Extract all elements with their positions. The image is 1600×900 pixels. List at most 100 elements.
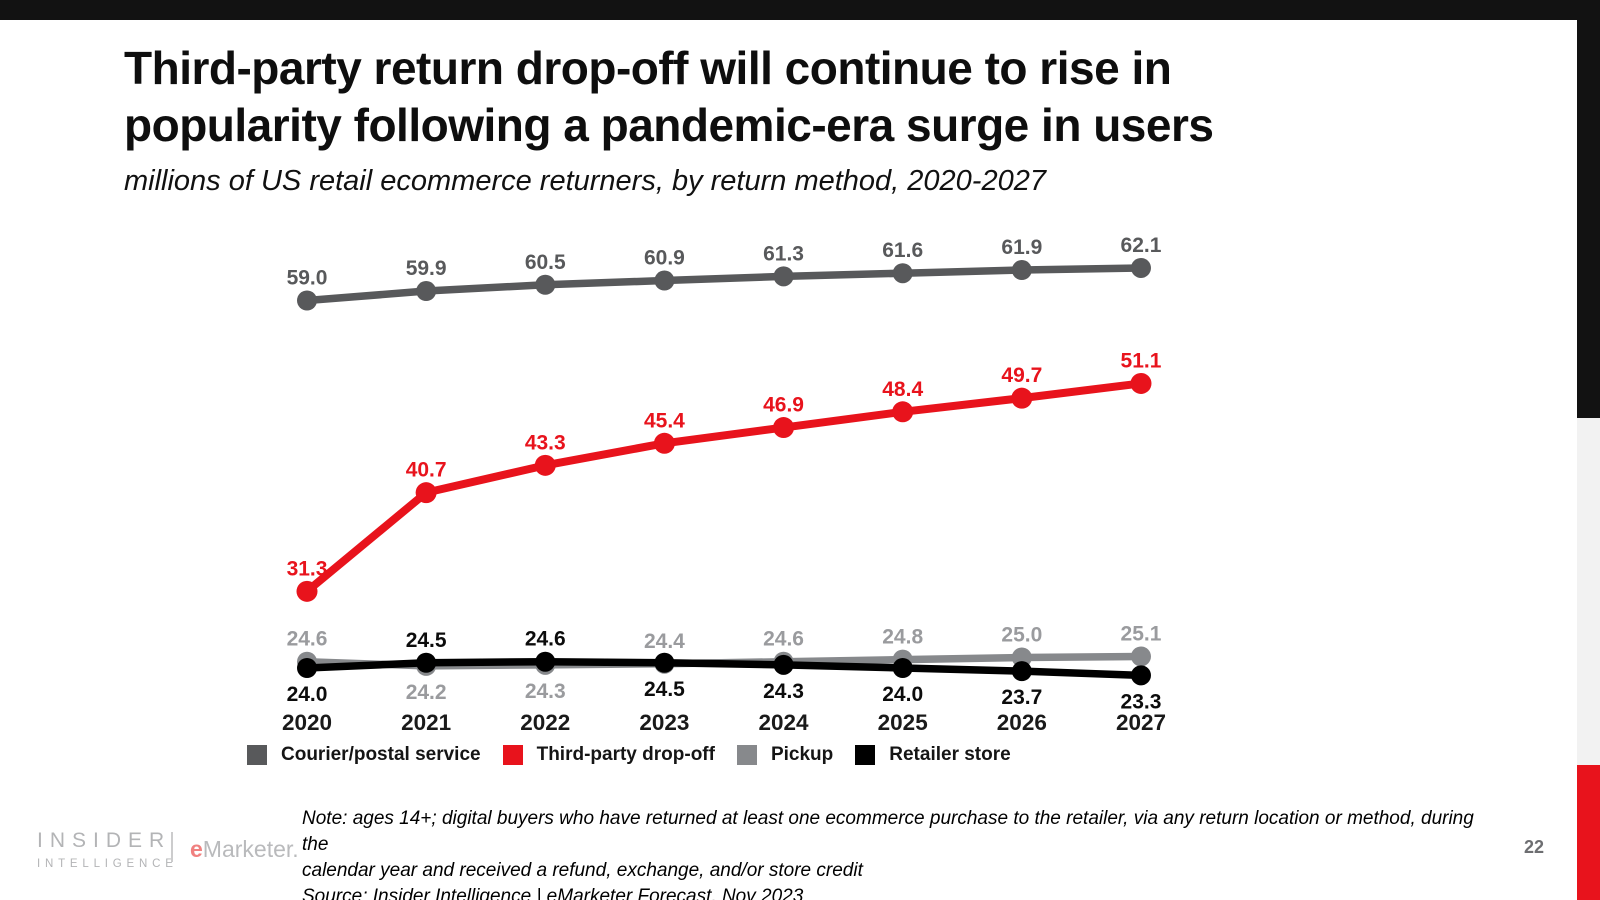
x-tick-label: 2025 bbox=[878, 710, 928, 735]
data-label-pickup: 24.3 bbox=[525, 680, 566, 703]
data-label-pickup: 24.4 bbox=[644, 630, 685, 653]
data-point-retailer-store bbox=[1130, 665, 1151, 686]
data-label-courier-postal-service: 60.5 bbox=[525, 251, 566, 274]
data-point-third-party-drop-off bbox=[1130, 372, 1152, 394]
emarketer-logo: eMarketer. bbox=[190, 836, 299, 863]
data-label-courier-postal-service: 59.0 bbox=[287, 267, 328, 290]
data-label-retailer-store: 23.3 bbox=[1121, 690, 1162, 713]
emarketer-logo-rest: Marketer. bbox=[202, 836, 299, 862]
legend-swatch-pickup bbox=[736, 745, 757, 765]
insider-intelligence-logo: INSIDER INTELLIGENCE bbox=[37, 829, 178, 870]
data-point-retailer-store bbox=[297, 658, 317, 678]
data-label-third-party-drop-off: 46.9 bbox=[763, 394, 804, 417]
data-point-retailer-store bbox=[1011, 661, 1032, 682]
data-point-third-party-drop-off bbox=[534, 454, 556, 476]
data-label-third-party-drop-off: 43.3 bbox=[525, 431, 566, 454]
data-point-courier-postal-service bbox=[535, 274, 556, 295]
x-tick-label: 2026 bbox=[997, 710, 1047, 735]
data-label-pickup: 25.1 bbox=[1121, 622, 1162, 645]
data-label-retailer-store: 24.5 bbox=[406, 629, 447, 652]
data-point-retailer-store bbox=[654, 652, 675, 673]
x-tick-label: 2027 bbox=[1116, 710, 1166, 735]
logo-intelligence-text: INTELLIGENCE bbox=[37, 858, 178, 870]
legend-label-pickup: Pickup bbox=[770, 744, 834, 765]
data-point-courier-postal-service bbox=[773, 266, 794, 287]
data-label-retailer-store: 24.0 bbox=[287, 683, 328, 706]
x-tick-label: 2020 bbox=[282, 710, 332, 735]
data-label-pickup: 24.2 bbox=[406, 681, 447, 704]
data-point-retailer-store bbox=[535, 651, 556, 672]
data-point-courier-postal-service bbox=[297, 290, 317, 311]
logo-insider-text: INSIDER bbox=[37, 829, 172, 852]
x-tick-label: 2022 bbox=[520, 710, 570, 735]
data-label-retailer-store: 24.5 bbox=[644, 678, 685, 701]
data-point-third-party-drop-off bbox=[1011, 387, 1033, 409]
data-label-courier-postal-service: 61.6 bbox=[882, 239, 923, 262]
x-tick-label: 2023 bbox=[639, 710, 689, 735]
data-point-courier-postal-service bbox=[892, 263, 913, 284]
legend-swatch-third-party-drop-off bbox=[502, 745, 523, 765]
data-label-pickup: 24.8 bbox=[882, 626, 923, 649]
page-number: 22 bbox=[1524, 837, 1545, 857]
data-label-third-party-drop-off: 31.3 bbox=[287, 557, 328, 580]
data-label-third-party-drop-off: 40.7 bbox=[406, 459, 447, 482]
data-point-courier-postal-service bbox=[416, 281, 437, 302]
data-label-pickup: 24.6 bbox=[763, 628, 804, 651]
page-title-line2: popularity following a pandemic-era surg… bbox=[124, 99, 1214, 151]
data-point-third-party-drop-off bbox=[296, 580, 318, 602]
data-point-retailer-store bbox=[416, 652, 437, 673]
x-tick-label: 2021 bbox=[401, 710, 451, 735]
data-label-courier-postal-service: 62.1 bbox=[1121, 234, 1162, 257]
legend-label-retailer-store: Retailer store bbox=[889, 744, 1011, 765]
data-label-courier-postal-service: 61.9 bbox=[1001, 236, 1042, 259]
right-edge-strip-red bbox=[1577, 765, 1600, 900]
top-accent-bar bbox=[0, 0, 1600, 20]
data-point-pickup bbox=[1130, 646, 1151, 667]
data-point-third-party-drop-off bbox=[773, 417, 795, 439]
legend-item-third-party-drop-off: Third-party drop-off bbox=[502, 744, 715, 766]
data-label-retailer-store: 24.3 bbox=[763, 680, 804, 703]
data-label-courier-postal-service: 59.9 bbox=[406, 257, 447, 280]
page-subtitle: millions of US retail ecommerce returner… bbox=[124, 165, 1046, 197]
data-label-retailer-store: 23.7 bbox=[1001, 686, 1042, 709]
data-label-pickup: 25.0 bbox=[1001, 624, 1042, 647]
data-label-courier-postal-service: 61.3 bbox=[763, 242, 804, 265]
data-point-courier-postal-service bbox=[1130, 257, 1151, 278]
page-title: Third-party return drop-off will continu… bbox=[124, 40, 1484, 154]
data-label-retailer-store: 24.6 bbox=[525, 628, 566, 651]
page-title-line1: Third-party return drop-off will continu… bbox=[124, 42, 1172, 94]
emarketer-logo-e: e bbox=[190, 836, 203, 862]
x-tick-label: 2024 bbox=[759, 710, 810, 735]
footnote-block: Note: ages 14+; digital buyers who have … bbox=[302, 806, 1482, 900]
data-label-third-party-drop-off: 49.7 bbox=[1001, 364, 1042, 387]
data-point-courier-postal-service bbox=[1011, 260, 1032, 281]
data-point-courier-postal-service bbox=[654, 270, 675, 291]
legend-label-courier-postal-service: Courier/postal service bbox=[281, 744, 481, 765]
legend-item-courier-postal-service: Courier/postal service bbox=[247, 744, 481, 766]
data-label-third-party-drop-off: 45.4 bbox=[644, 409, 685, 432]
source-line: Source: Insider Intelligence | eMarketer… bbox=[302, 886, 804, 900]
series-line-third-party-drop-off bbox=[303, 379, 1145, 596]
data-point-third-party-drop-off bbox=[415, 482, 437, 504]
data-label-third-party-drop-off: 48.4 bbox=[882, 378, 923, 401]
data-label-courier-postal-service: 60.9 bbox=[644, 247, 685, 270]
series-line-courier-postal-service bbox=[303, 264, 1145, 305]
logo-divider bbox=[171, 832, 173, 862]
data-label-pickup: 24.6 bbox=[287, 628, 328, 651]
series-line-retailer-store bbox=[303, 657, 1145, 680]
legend-label-third-party-drop-off: Third-party drop-off bbox=[536, 744, 715, 765]
data-point-retailer-store bbox=[773, 654, 794, 675]
legend-swatch-retailer-store bbox=[855, 745, 876, 765]
data-point-third-party-drop-off bbox=[653, 432, 675, 454]
data-label-third-party-drop-off: 51.1 bbox=[1121, 349, 1162, 372]
data-point-third-party-drop-off bbox=[892, 401, 914, 423]
legend-item-retailer-store: Retailer store bbox=[855, 744, 1011, 766]
right-edge-strip-black bbox=[1577, 0, 1600, 418]
legend-swatch-courier-postal-service bbox=[247, 745, 267, 765]
right-edge-strip-gray bbox=[1577, 418, 1600, 765]
footnote-line1: Note: ages 14+; digital buyers who have … bbox=[302, 808, 1474, 855]
data-label-retailer-store: 24.0 bbox=[882, 683, 923, 706]
legend-item-pickup: Pickup bbox=[736, 744, 834, 766]
